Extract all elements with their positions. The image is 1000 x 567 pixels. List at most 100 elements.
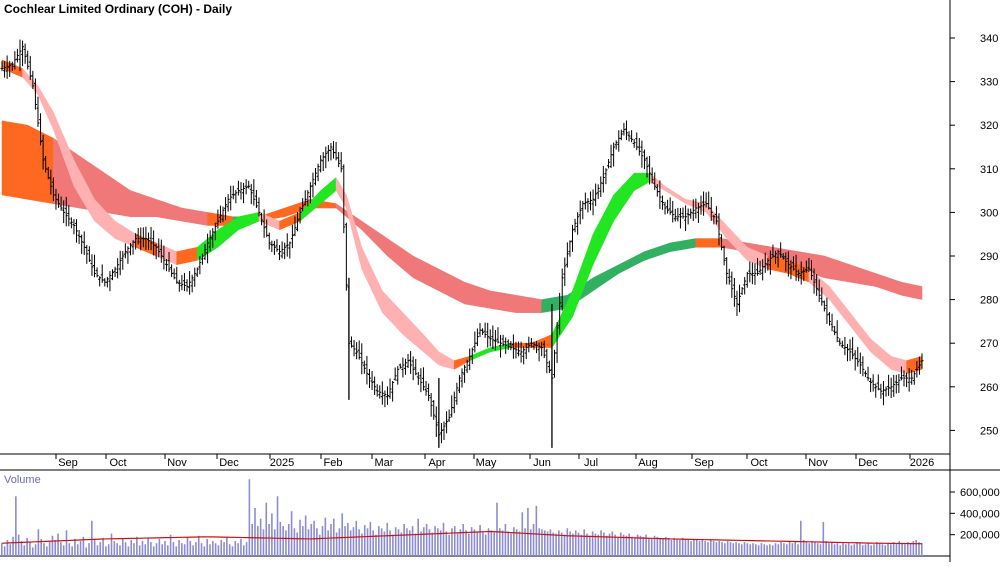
volume-bar xyxy=(591,531,594,556)
volume-bar xyxy=(74,538,76,556)
volume-bar xyxy=(698,541,701,556)
volume-bar xyxy=(825,541,827,556)
volume-bar xyxy=(43,543,45,556)
volume-bar xyxy=(619,532,622,556)
volume-bar xyxy=(383,531,386,556)
volume-bar xyxy=(906,542,909,556)
volume-bar xyxy=(664,536,667,556)
volume-bar xyxy=(217,545,220,556)
volume-bar xyxy=(380,528,383,556)
volume-bar xyxy=(642,536,645,556)
volume-bar xyxy=(116,543,118,556)
volume-bar xyxy=(265,502,268,556)
volume-bar xyxy=(479,525,481,556)
volume-bar xyxy=(808,543,811,556)
volume-bar xyxy=(875,542,878,556)
volume-bar xyxy=(693,538,695,556)
volume-bar xyxy=(746,543,749,556)
volume-bar xyxy=(459,529,462,556)
volume-bar xyxy=(662,538,664,556)
volume-bar xyxy=(169,534,172,556)
x-tick-label: Sep xyxy=(694,457,714,469)
volume-bar xyxy=(631,536,633,556)
x-tick-label: Nov xyxy=(167,457,187,469)
volume-bar xyxy=(273,529,276,556)
volume-bar xyxy=(302,526,304,556)
volume-bar xyxy=(515,529,518,556)
volume-bar xyxy=(676,538,678,556)
volume-bar xyxy=(549,529,552,556)
volume-bar xyxy=(54,540,57,556)
volume-bar xyxy=(321,526,324,556)
volume-bar xyxy=(566,528,569,556)
volume-bar xyxy=(918,542,920,556)
volume-bar xyxy=(802,540,805,556)
x-tick-label: Dec xyxy=(219,457,239,469)
volume-bar xyxy=(102,537,104,556)
volume-bar xyxy=(254,508,256,556)
volume-bar xyxy=(251,524,253,556)
volume-bar xyxy=(577,532,580,556)
volume-bar xyxy=(330,524,332,556)
volume-bar xyxy=(335,532,338,556)
volume-bar xyxy=(6,540,9,556)
x-tick-label: May xyxy=(476,457,497,469)
volume-bar xyxy=(735,542,737,556)
volume-bar xyxy=(411,526,414,556)
volume-bar xyxy=(836,543,839,556)
volume-bar xyxy=(448,534,450,556)
volume-bar xyxy=(850,545,853,556)
volume-bar xyxy=(510,533,512,556)
volume-bar xyxy=(408,530,411,556)
volume-bar xyxy=(543,530,546,556)
volume-bar xyxy=(684,538,687,556)
volume-bar xyxy=(332,518,335,556)
volume-bar xyxy=(324,517,327,556)
volume-bar xyxy=(57,533,59,556)
volume-y-axis: 600,000 400,000 200,000 xyxy=(950,487,1000,542)
volume-bar xyxy=(181,543,183,556)
volume-bar xyxy=(296,532,299,556)
volume-bar xyxy=(414,533,417,556)
slow-band-segment xyxy=(1,120,28,200)
volume-bar xyxy=(822,521,825,556)
volume-bars xyxy=(1,479,923,556)
volume-bar xyxy=(46,546,48,556)
volume-bar xyxy=(293,528,296,556)
volume-bar xyxy=(569,531,571,556)
volume-bar xyxy=(715,542,718,556)
volume-tick-label: 200,000 xyxy=(960,530,1000,542)
volume-bar xyxy=(560,532,563,556)
volume-bar xyxy=(864,544,867,556)
volume-bar xyxy=(392,534,394,556)
volume-bar xyxy=(650,538,653,556)
volume-average-line xyxy=(1,530,923,545)
volume-bar xyxy=(558,530,560,556)
volume-title: Volume xyxy=(4,474,41,486)
volume-bar xyxy=(487,528,490,556)
volume-bar xyxy=(532,524,535,556)
volume-bar xyxy=(482,532,484,556)
volume-bar xyxy=(138,545,141,556)
volume-bar xyxy=(839,545,842,556)
volume-bar xyxy=(316,528,318,556)
volume-bar xyxy=(769,544,771,556)
volume-bar xyxy=(726,541,729,556)
volume-bar xyxy=(732,543,735,556)
volume-bar xyxy=(659,537,661,556)
x-axis: Sep Oct Nov Dec 2025 Feb Mar Apr May Jun Jul Aug Sep… xyxy=(55,454,934,469)
volume-bar xyxy=(873,544,875,556)
volume-bar xyxy=(673,537,676,556)
volume-bar xyxy=(890,544,892,556)
volume-bar xyxy=(912,541,915,556)
volume-bar xyxy=(358,529,360,556)
volume-bar xyxy=(904,544,906,556)
volume-bar xyxy=(453,526,456,556)
volume-bar xyxy=(158,538,161,556)
volume-bar xyxy=(124,542,127,556)
volume-bar xyxy=(681,537,684,556)
volume-bar xyxy=(91,520,93,556)
volume-bar xyxy=(130,540,133,556)
volume-bar xyxy=(451,528,453,556)
